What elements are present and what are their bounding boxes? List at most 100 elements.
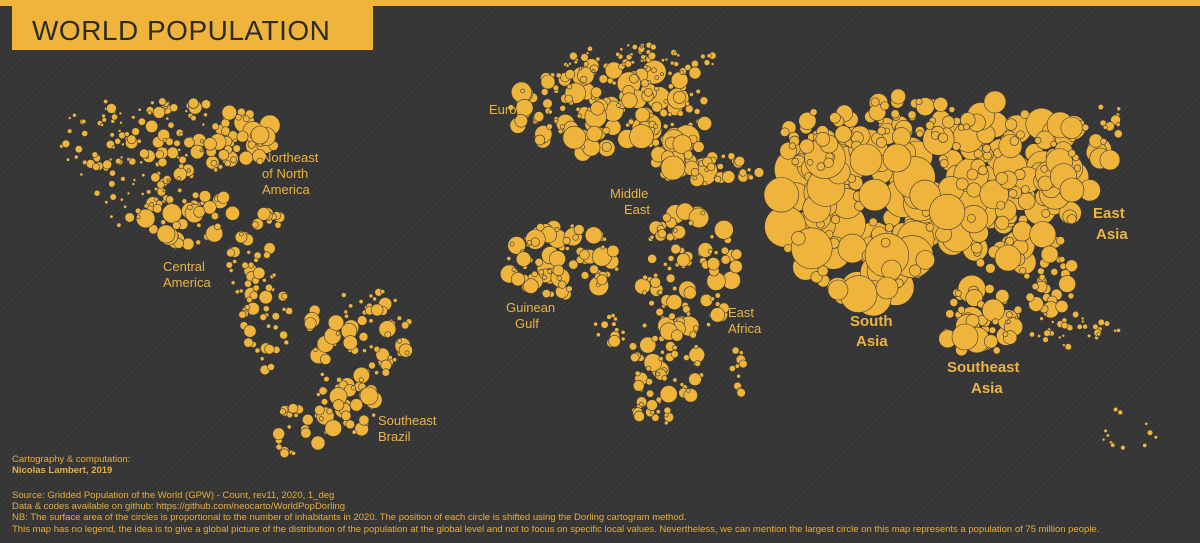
population-circle — [119, 197, 124, 202]
population-circle — [238, 310, 247, 319]
population-circle — [693, 108, 701, 115]
population-circle — [1005, 236, 1014, 246]
population-circle — [254, 347, 261, 354]
population-circle — [342, 335, 358, 351]
population-circle — [381, 368, 390, 377]
population-circle — [181, 198, 188, 204]
population-circle — [166, 178, 171, 183]
population-circle — [150, 172, 161, 183]
population-circle — [849, 143, 883, 177]
population-circle — [663, 99, 669, 104]
population-circle — [392, 357, 398, 363]
population-circle — [640, 54, 646, 60]
population-circle — [565, 285, 573, 293]
population-circle — [573, 59, 578, 65]
population-circle — [1013, 305, 1023, 315]
population-circle — [264, 344, 275, 355]
population-circle — [534, 134, 546, 146]
population-circle — [196, 222, 202, 228]
population-circle — [983, 90, 1007, 114]
population-circle — [109, 157, 113, 162]
population-circle — [396, 338, 403, 344]
population-circle — [714, 301, 721, 307]
population-circle — [731, 248, 743, 260]
population-circle — [595, 56, 601, 62]
population-circle — [1115, 122, 1121, 127]
population-circle — [335, 331, 341, 336]
population-circle — [149, 202, 154, 207]
population-circle — [815, 132, 831, 147]
population-circle — [66, 157, 71, 162]
population-circle — [632, 379, 645, 392]
population-circle — [111, 113, 118, 121]
population-circle — [281, 307, 287, 312]
population-circle — [154, 186, 159, 192]
population-circle — [651, 413, 660, 422]
population-circle — [230, 156, 238, 164]
population-circle — [575, 106, 581, 112]
population-circle — [267, 363, 275, 371]
population-circle — [155, 150, 165, 160]
population-circle — [332, 399, 345, 411]
population-circle — [158, 97, 167, 106]
population-circle — [542, 274, 547, 280]
population-circle — [639, 58, 644, 63]
population-circle — [230, 280, 236, 286]
population-circle — [700, 53, 706, 60]
population-circle — [565, 246, 570, 251]
population-circle — [645, 365, 652, 372]
population-circle — [729, 365, 736, 372]
population-circle — [590, 86, 603, 98]
population-circle — [126, 157, 131, 162]
population-circle — [702, 181, 708, 186]
population-circle — [1101, 437, 1106, 442]
population-circle — [226, 248, 235, 258]
population-circle — [181, 237, 195, 251]
population-circle — [568, 259, 579, 270]
population-circle — [734, 155, 746, 167]
population-circle — [933, 97, 949, 112]
population-circle — [1067, 292, 1075, 300]
population-circle — [359, 386, 379, 406]
population-circle — [252, 266, 266, 280]
population-circle — [143, 203, 149, 209]
population-circle — [695, 88, 701, 95]
population-circle — [634, 370, 641, 377]
population-circle — [983, 334, 998, 349]
population-circle — [657, 289, 663, 295]
population-circle — [111, 145, 116, 150]
population-circle — [798, 111, 817, 130]
population-circle — [562, 236, 571, 245]
population-circle — [676, 53, 681, 58]
population-circle — [79, 172, 84, 177]
population-circle — [104, 200, 109, 205]
population-circle — [511, 267, 517, 272]
population-circle — [955, 177, 969, 191]
population-circle — [137, 117, 146, 126]
population-circle — [640, 79, 649, 88]
population-circle — [115, 157, 122, 165]
population-circle — [679, 70, 685, 75]
population-circle — [1096, 331, 1102, 337]
population-circle — [1153, 435, 1158, 440]
population-circle — [829, 112, 841, 124]
label-east-africa: East Africa — [728, 305, 762, 336]
population-circle — [717, 163, 724, 170]
population-circle — [608, 335, 621, 348]
population-circle — [250, 125, 270, 145]
population-circle — [710, 62, 715, 66]
population-circle — [61, 139, 71, 149]
population-circle — [649, 234, 655, 240]
population-circle — [235, 113, 242, 121]
population-circle — [538, 269, 545, 276]
population-circle — [272, 427, 286, 441]
population-circle — [225, 205, 240, 221]
population-circle — [629, 124, 654, 149]
population-circle — [1110, 442, 1116, 448]
population-circle — [239, 231, 244, 237]
population-circle — [1014, 315, 1019, 320]
population-circle — [200, 139, 205, 144]
population-circle — [651, 138, 660, 147]
population-circle — [1066, 214, 1077, 225]
population-circle — [279, 330, 288, 340]
